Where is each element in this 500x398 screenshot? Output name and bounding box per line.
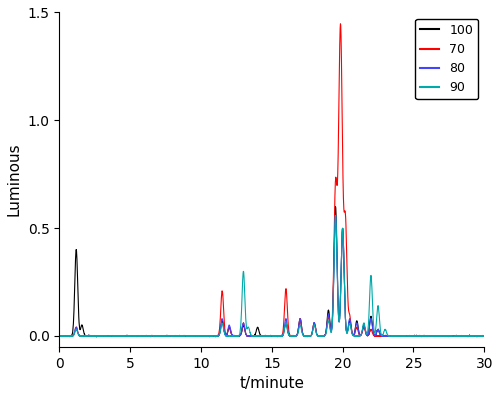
90 [105, 334, 111, 338]
70 [105, 334, 111, 338]
90 [473, 334, 479, 338]
90 [220, 321, 226, 326]
100 [428, 333, 434, 338]
100 [130, 334, 136, 338]
90 [332, 213, 338, 218]
80 [482, 334, 488, 338]
90 [130, 334, 136, 338]
80 [130, 334, 136, 338]
80 [428, 333, 434, 338]
90 [94, 334, 100, 339]
100 [105, 334, 111, 338]
X-axis label: t/minute: t/minute [240, 376, 304, 391]
70 [94, 334, 100, 339]
Line: 70: 70 [59, 24, 484, 337]
Line: 90: 90 [59, 215, 484, 337]
90 [238, 322, 244, 327]
70 [338, 21, 344, 26]
80 [473, 334, 479, 338]
100 [94, 334, 100, 339]
70 [56, 334, 62, 338]
70 [238, 332, 244, 337]
70 [130, 334, 136, 338]
80 [105, 334, 111, 338]
70 [428, 333, 434, 338]
70 [220, 289, 226, 294]
100 [238, 332, 244, 337]
80 [220, 317, 226, 322]
80 [56, 334, 62, 338]
70 [473, 334, 479, 338]
70 [482, 334, 488, 338]
80 [94, 334, 100, 339]
80 [332, 213, 338, 218]
80 [238, 332, 244, 337]
100 [332, 204, 338, 209]
90 [482, 334, 488, 338]
Line: 80: 80 [59, 215, 484, 337]
Line: 100: 100 [59, 207, 484, 337]
100 [482, 334, 488, 338]
90 [428, 333, 434, 338]
100 [56, 334, 62, 338]
100 [473, 334, 479, 338]
90 [56, 334, 62, 338]
Y-axis label: Luminous: Luminous [7, 143, 22, 217]
100 [220, 319, 226, 324]
Legend: 100, 70, 80, 90: 100, 70, 80, 90 [416, 19, 478, 100]
